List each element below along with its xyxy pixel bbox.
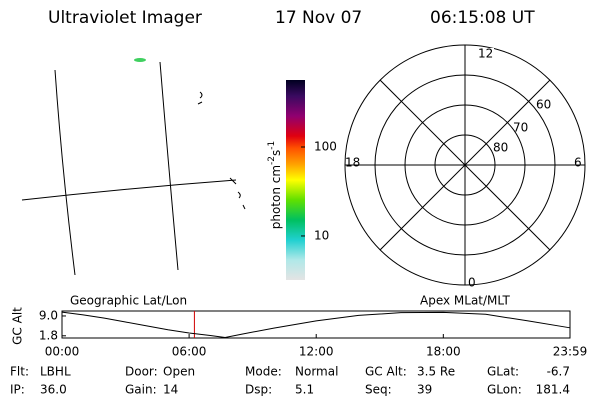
x-tick-label: 12:00	[299, 345, 334, 359]
mlt-label: 6	[574, 156, 582, 170]
info-label: Mode:	[245, 365, 282, 379]
colorbar-tick-label: 10	[314, 228, 329, 242]
x-tick-label: 06:00	[172, 345, 207, 359]
date: 17 Nov 07	[275, 8, 362, 28]
info-value: 5.1	[295, 383, 314, 397]
aurora-spot	[134, 58, 146, 62]
info-value: 39	[417, 383, 432, 397]
x-tick-label: 23:59	[553, 345, 588, 359]
info-value: 3.5 Re	[417, 365, 455, 379]
lat-label: 60	[536, 98, 551, 112]
info-label: Gain:	[125, 383, 157, 397]
time: 06:15:08 UT	[430, 8, 535, 28]
plot-label: Apex MLat/MLT	[420, 294, 510, 308]
mlt-label: 12	[478, 47, 493, 61]
y-tick-label: 1.8	[39, 328, 58, 342]
info-value: 36.0	[40, 383, 67, 397]
info-label: Flt:	[10, 365, 29, 379]
info-value: Normal	[295, 365, 338, 379]
info-value: LBHL	[40, 365, 71, 379]
colorbar-label: photon cm-2s-1	[267, 141, 283, 230]
mlt-label: 0	[468, 276, 476, 290]
info-label: Door:	[125, 365, 158, 379]
info-value: -6.7	[547, 365, 570, 379]
x-tick-label: 18:00	[426, 345, 461, 359]
y-axis-label: GC Alt	[11, 307, 25, 345]
info-value: 181.4	[536, 383, 570, 397]
info-label: GC Alt:	[365, 365, 407, 379]
info-value: 14	[163, 383, 178, 397]
colorbar-tick-label: 100	[314, 139, 337, 153]
instrument: Ultraviolet Imager	[48, 8, 202, 28]
info-label: Dsp:	[245, 383, 272, 397]
info-label: GLat:	[487, 365, 519, 379]
lat-label: 70	[513, 121, 528, 135]
lat-label: 80	[493, 141, 508, 155]
colorbar	[286, 80, 305, 280]
plot-label: Geographic Lat/Lon	[70, 294, 187, 308]
info-label: IP:	[10, 383, 25, 397]
polar-grid	[344, 44, 586, 286]
info-label: Seq:	[365, 383, 392, 397]
map	[21, 61, 246, 276]
info-label: GLon:	[487, 383, 522, 397]
mlt-label: 18	[345, 156, 360, 170]
x-tick-label: 00:00	[45, 345, 80, 359]
y-tick-label: 9.0	[39, 308, 58, 322]
altitude-curve	[61, 311, 571, 338]
info-value: Open	[163, 365, 195, 379]
